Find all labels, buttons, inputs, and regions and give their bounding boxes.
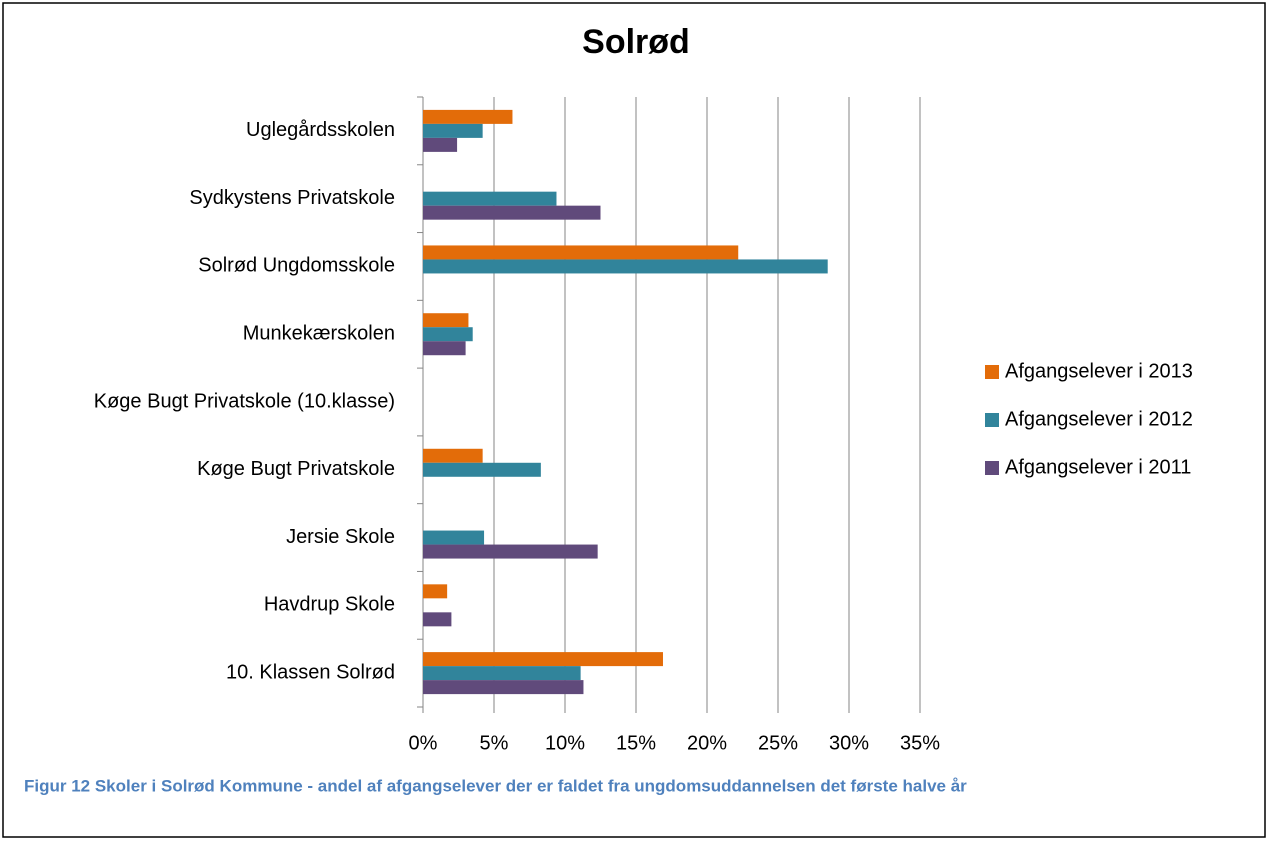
y-tick-label: Jersie Skole xyxy=(286,526,395,548)
bar xyxy=(423,652,663,667)
y-tick-label: Solrød Ungdomsskole xyxy=(198,255,395,277)
bar xyxy=(423,205,601,220)
bar xyxy=(423,327,473,342)
y-tick-label: Uglegårdsskolen xyxy=(246,119,395,141)
legend-label: Afgangselever i 2011 xyxy=(1005,456,1191,478)
bar xyxy=(423,341,466,356)
legend-swatch xyxy=(985,413,999,427)
legend-swatch xyxy=(985,365,999,379)
bar xyxy=(423,584,448,599)
x-tick-label: 10% xyxy=(545,732,585,754)
bar xyxy=(423,123,483,138)
y-tick-label: 10. Klassen Solrød xyxy=(226,661,395,683)
x-tick-label: 35% xyxy=(900,732,940,754)
bar xyxy=(423,313,469,328)
x-tick-label: 20% xyxy=(687,732,727,754)
bar xyxy=(423,191,557,206)
bar xyxy=(423,137,458,152)
x-tick-label: 25% xyxy=(758,732,798,754)
bar xyxy=(423,666,581,681)
legend-label: Afgangselever i 2012 xyxy=(1005,408,1193,430)
x-tick-label: 0% xyxy=(409,732,438,754)
bar xyxy=(423,544,598,559)
bar xyxy=(423,448,483,463)
x-tick-label: 5% xyxy=(480,732,509,754)
bar xyxy=(423,259,828,274)
bar xyxy=(423,530,485,545)
legend-label: Afgangselever i 2013 xyxy=(1005,360,1193,382)
y-tick-label: Sydkystens Privatskole xyxy=(189,187,395,209)
bar xyxy=(423,612,452,627)
y-tick-label: Køge Bugt Privatskole xyxy=(197,458,395,480)
x-tick-label: 15% xyxy=(616,732,656,754)
bar xyxy=(423,109,513,124)
legend-swatch xyxy=(985,461,999,475)
bar xyxy=(423,462,541,477)
chart-title: Solrød xyxy=(582,23,690,61)
y-tick-label: Munkekærskolen xyxy=(243,323,395,345)
bar xyxy=(423,680,584,695)
y-tick-label: Havdrup Skole xyxy=(264,594,395,616)
y-tick-label: Køge Bugt Privatskole (10.klasse) xyxy=(94,390,395,412)
x-tick-label: 30% xyxy=(829,732,869,754)
caption: Figur 12 Skoler i Solrød Kommune - andel… xyxy=(24,776,967,795)
bar xyxy=(423,245,739,260)
